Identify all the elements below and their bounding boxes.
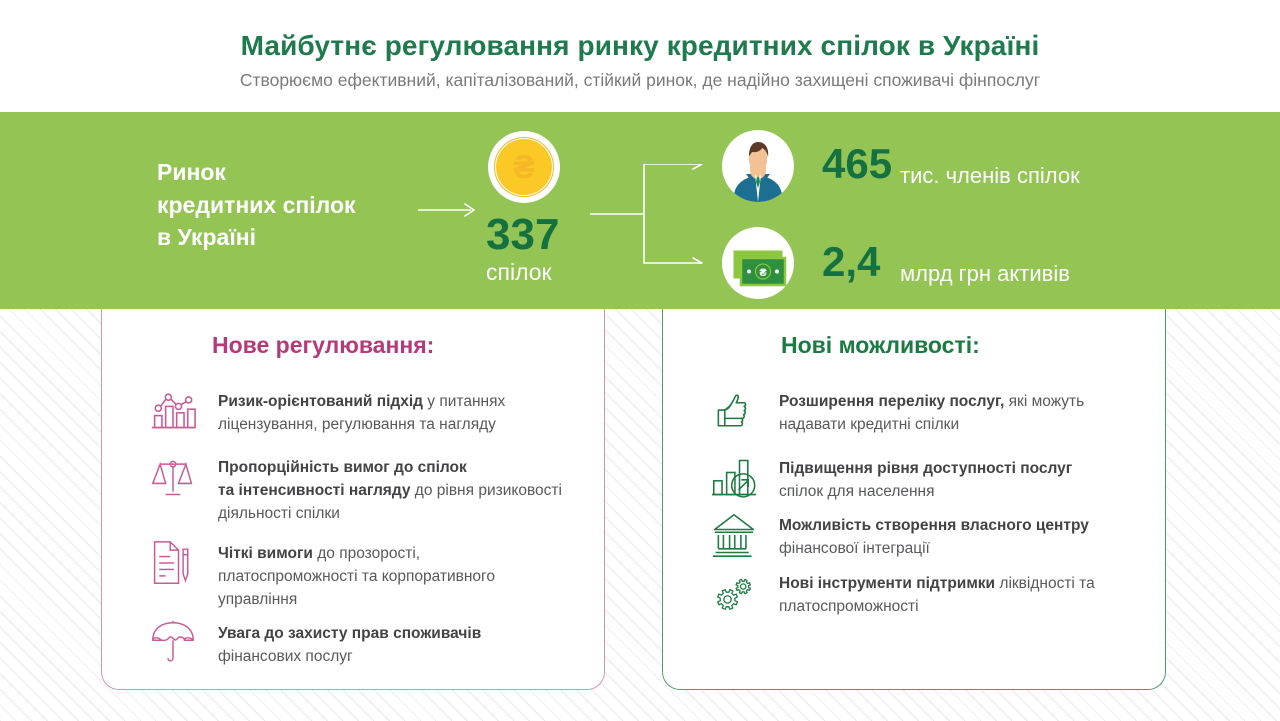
svg-text:₴: ₴ <box>513 149 534 185</box>
svg-text:₴: ₴ <box>759 267 767 279</box>
